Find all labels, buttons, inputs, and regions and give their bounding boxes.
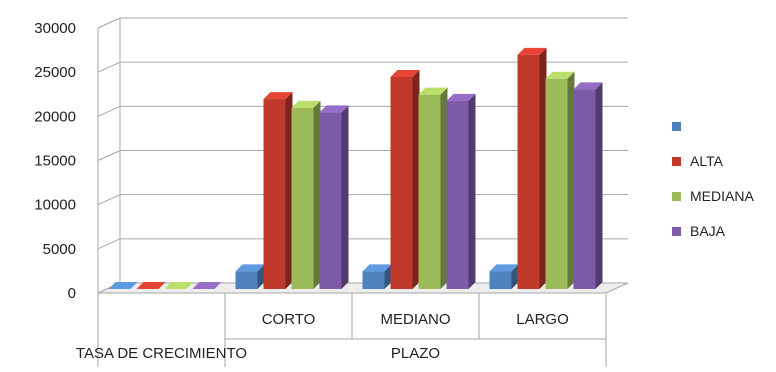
- legend-swatch: [672, 122, 681, 131]
- bar-top: [108, 282, 138, 289]
- bar-top: [263, 92, 293, 100]
- gridline-side: [97, 150, 121, 161]
- bar: [517, 54, 540, 289]
- bar-top: [390, 70, 420, 77]
- bar-side: [539, 47, 547, 289]
- x-category-label: MEDIANO: [380, 311, 450, 328]
- y-tick-label: 10000: [34, 197, 76, 214]
- bar-top: [446, 93, 476, 101]
- bar-side: [412, 70, 420, 289]
- bar: [291, 107, 314, 290]
- bar-top: [362, 264, 392, 272]
- bar: [573, 89, 596, 289]
- y-tick-label: 20000: [34, 108, 76, 125]
- bar-top: [489, 264, 519, 272]
- bar-side: [384, 264, 392, 289]
- legend-swatch: [672, 157, 681, 166]
- bar-top: [545, 71, 575, 79]
- y-tick-label: 30000: [34, 20, 76, 37]
- x-category-label: LARGO: [516, 311, 569, 328]
- x-group-label: TASA DE CRECIMIENTO: [76, 345, 247, 362]
- bar-side: [511, 264, 519, 289]
- gridline-side: [97, 17, 121, 29]
- bar-top: [291, 100, 321, 108]
- legend-label: MEDIANA: [690, 188, 754, 204]
- gridline-side: [97, 105, 121, 117]
- bar-side: [440, 87, 448, 290]
- bar-top: [573, 82, 603, 90]
- y-tick-label: 15000: [34, 153, 76, 170]
- bar-top: [136, 282, 166, 289]
- bar: [489, 271, 512, 289]
- bar-side: [468, 93, 476, 289]
- gridline-side: [97, 238, 121, 250]
- bar-side: [341, 105, 349, 289]
- bar: [545, 78, 568, 290]
- bar: [319, 112, 342, 289]
- x-group-label: PLAZO: [391, 345, 440, 362]
- bar-top: [418, 87, 448, 95]
- bar-top: [319, 105, 349, 113]
- bar-top: [235, 264, 265, 272]
- bar-top: [192, 282, 222, 289]
- gridline-side: [97, 61, 121, 73]
- gridline-side: [97, 194, 121, 206]
- legend-swatch: [672, 192, 681, 201]
- bar-side: [567, 71, 575, 290]
- y-tick-label: 25000: [34, 64, 76, 81]
- bar-top: [164, 282, 194, 289]
- y-tick-label: 5000: [43, 241, 76, 258]
- bar-side: [595, 82, 603, 289]
- bar-side: [285, 92, 293, 289]
- bar-side: [313, 100, 321, 290]
- y-tick-label: 0: [68, 285, 76, 302]
- bar-side: [257, 264, 265, 289]
- x-category-label: CORTO: [262, 311, 316, 328]
- legend-label: BAJA: [690, 223, 726, 239]
- bar-top: [517, 47, 547, 55]
- legend-swatch: [672, 227, 681, 236]
- bar: [446, 100, 469, 289]
- bar: [418, 94, 441, 290]
- bar: [390, 77, 413, 289]
- bar: [235, 271, 258, 289]
- bar: [362, 271, 385, 289]
- legend-label: ALTA: [690, 153, 724, 169]
- bar: [263, 99, 286, 289]
